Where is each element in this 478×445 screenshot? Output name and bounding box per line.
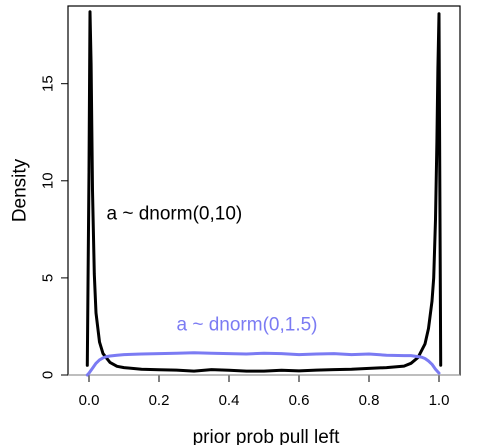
- annotation-layer: a ~ dnorm(0,10) a ~ dnorm(0,1.5): [107, 204, 318, 336]
- series-line-0: [85, 10, 443, 373]
- x-tick-label: 1.0: [429, 392, 450, 409]
- x-tick-label: 0.8: [359, 392, 380, 409]
- y-tick-label: 0: [40, 371, 57, 379]
- y-axis-title: Density: [10, 158, 31, 222]
- y-tick-label: 10: [40, 172, 57, 189]
- x-axis: 0.0 0.2 0.4 0.6 0.8 1.0: [79, 374, 450, 409]
- x-tick-label: 0.2: [149, 392, 170, 409]
- x-axis-title: prior prob pull left: [193, 427, 341, 445]
- y-tick-label: 15: [40, 75, 57, 92]
- y-axis: 0 5 10 15: [40, 75, 69, 379]
- x-tick-label: 0.6: [289, 392, 310, 409]
- y-tick-label: 5: [40, 274, 57, 282]
- x-tick-label: 0.0: [79, 392, 100, 409]
- annotation-0: a ~ dnorm(0,10): [107, 204, 243, 225]
- series-line-1: [85, 351, 441, 377]
- annotation-1: a ~ dnorm(0,1.5): [177, 314, 318, 335]
- series-layer: [85, 10, 443, 377]
- x-tick-label: 0.4: [219, 392, 240, 409]
